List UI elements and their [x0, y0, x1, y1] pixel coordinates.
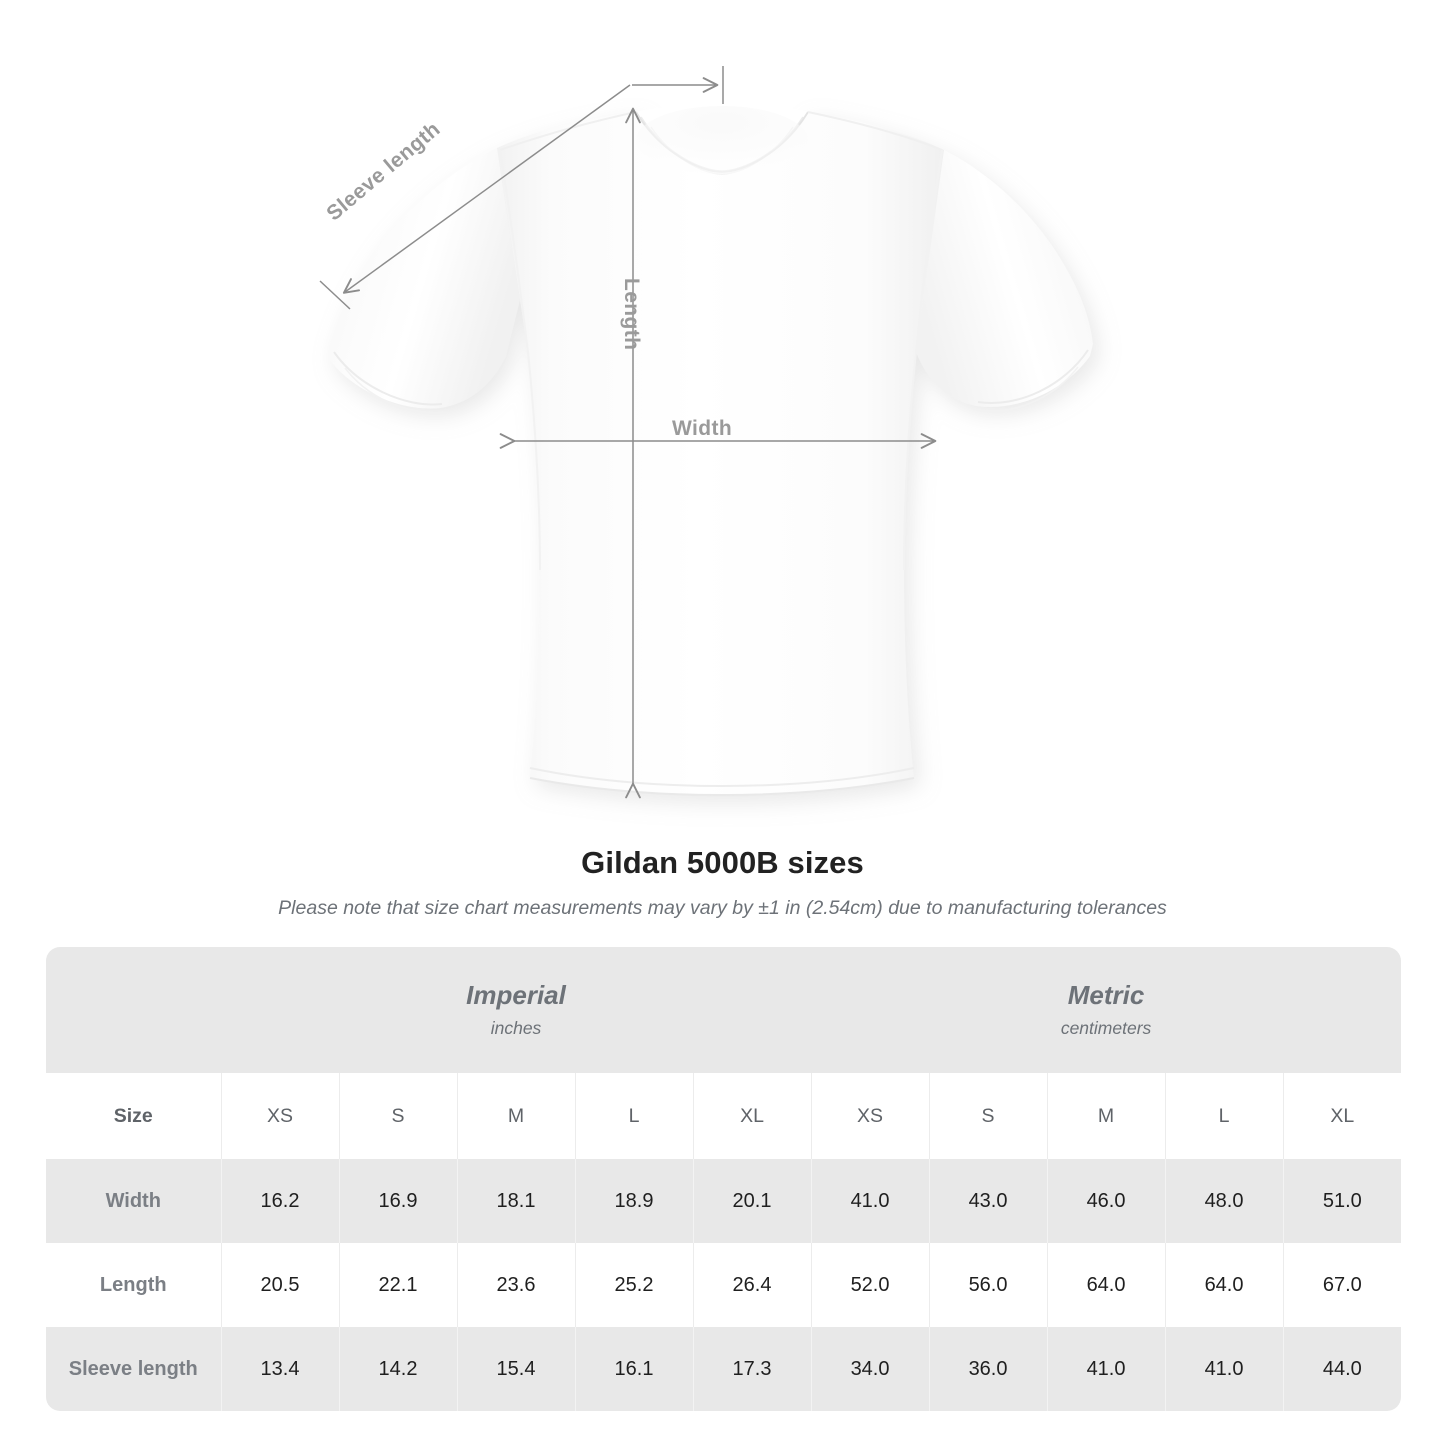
unit-group-metric-name: Metric [1067, 980, 1145, 1011]
cell-length-imperial-m: 23.6 [456, 1243, 575, 1327]
cell-length-imperial-l: 25.2 [574, 1243, 693, 1327]
row-label-length: Length [46, 1243, 221, 1327]
cell-length-imperial-s: 22.1 [338, 1243, 457, 1327]
size-chart-table: Imperial inches Metric centimeters Size … [46, 947, 1402, 1411]
table-row: Sleeve length 13.4 14.2 15.4 16.1 17.3 3… [46, 1327, 1402, 1411]
cell-length-metric-xl: 67.0 [1282, 1243, 1402, 1327]
tolerance-note: Please note that size chart measurements… [278, 897, 1167, 919]
length-label: Length [620, 278, 643, 351]
cell-sleeve-imperial-l: 16.1 [574, 1327, 693, 1411]
cell-sleeve-metric-xs: 34.0 [810, 1327, 930, 1411]
cell-sleeve-imperial-xl: 17.3 [692, 1327, 812, 1411]
cell-length-imperial-xl: 26.4 [692, 1243, 812, 1327]
cell-length-metric-xs: 52.0 [810, 1243, 930, 1327]
table-row: Width 16.2 16.9 18.1 18.9 20.1 41.0 43.0… [46, 1159, 1402, 1243]
column-header-imperial-xs: XS [220, 1073, 339, 1159]
cell-sleeve-metric-s: 36.0 [928, 1327, 1048, 1411]
table-row: Length 20.5 22.1 23.6 25.2 26.4 52.0 56.… [46, 1243, 1402, 1327]
size-column-header: Size [46, 1073, 221, 1159]
cell-width-imperial-xl: 20.1 [692, 1159, 812, 1243]
cell-width-metric-m: 46.0 [1046, 1159, 1166, 1243]
unit-group-row: Imperial inches Metric centimeters [46, 947, 1402, 1073]
cell-length-imperial-xs: 20.5 [220, 1243, 339, 1327]
measurement-annotations [319, 66, 937, 799]
column-header-metric-xl: XL [1282, 1073, 1402, 1159]
cell-width-metric-xs: 41.0 [810, 1159, 930, 1243]
shirt-shape [329, 112, 1093, 795]
tshirt-illustration [319, 66, 1093, 799]
cell-width-metric-s: 43.0 [928, 1159, 1048, 1243]
cell-width-imperial-s: 16.9 [338, 1159, 457, 1243]
garment-diagram: Sleeve length Length Width [319, 66, 1093, 799]
unit-group-metric: Metric centimeters [811, 947, 1402, 1073]
cell-width-metric-xl: 51.0 [1282, 1159, 1402, 1243]
width-label: Width [672, 417, 733, 440]
cell-sleeve-metric-l: 41.0 [1164, 1327, 1284, 1411]
cell-sleeve-metric-m: 41.0 [1046, 1327, 1166, 1411]
cell-sleeve-imperial-xs: 13.4 [220, 1327, 339, 1411]
sleeve-length-arrow [342, 84, 631, 294]
row-label-sleeve-length: Sleeve length [46, 1327, 221, 1411]
unit-group-corner [46, 947, 221, 1073]
cell-length-metric-m: 64.0 [1046, 1243, 1166, 1327]
cell-width-imperial-xs: 16.2 [220, 1159, 339, 1243]
column-header-metric-l: L [1164, 1073, 1284, 1159]
cell-sleeve-metric-xl: 44.0 [1282, 1327, 1402, 1411]
cell-length-metric-s: 56.0 [928, 1243, 1048, 1327]
column-header-metric-m: M [1046, 1073, 1166, 1159]
column-header-imperial-xl: XL [692, 1073, 812, 1159]
column-header-metric-s: S [928, 1073, 1048, 1159]
unit-group-imperial: Imperial inches [221, 947, 812, 1073]
cell-length-metric-l: 64.0 [1164, 1243, 1284, 1327]
sleeve-end-tick [319, 280, 351, 310]
column-header-metric-xs: XS [810, 1073, 930, 1159]
cell-width-imperial-l: 18.9 [574, 1159, 693, 1243]
cell-sleeve-imperial-s: 14.2 [338, 1327, 457, 1411]
column-header-imperial-s: S [338, 1073, 457, 1159]
unit-group-imperial-name: Imperial [466, 980, 566, 1011]
collar [635, 104, 809, 175]
row-label-width: Width [46, 1159, 221, 1243]
column-header-imperial-l: L [574, 1073, 693, 1159]
title-block: Gildan 5000B sizes Please note that size… [0, 845, 1445, 920]
cell-sleeve-imperial-m: 15.4 [456, 1327, 575, 1411]
size-header-row: Size XS S M L XL XS S M L XL [46, 1073, 1402, 1159]
cell-width-imperial-m: 18.1 [456, 1159, 575, 1243]
cell-width-metric-l: 48.0 [1164, 1159, 1284, 1243]
unit-group-imperial-unit: inches [490, 1017, 542, 1038]
unit-group-metric-unit: centimeters [1060, 1017, 1152, 1038]
column-header-imperial-m: M [456, 1073, 575, 1159]
page-title: Gildan 5000B sizes [581, 845, 864, 880]
